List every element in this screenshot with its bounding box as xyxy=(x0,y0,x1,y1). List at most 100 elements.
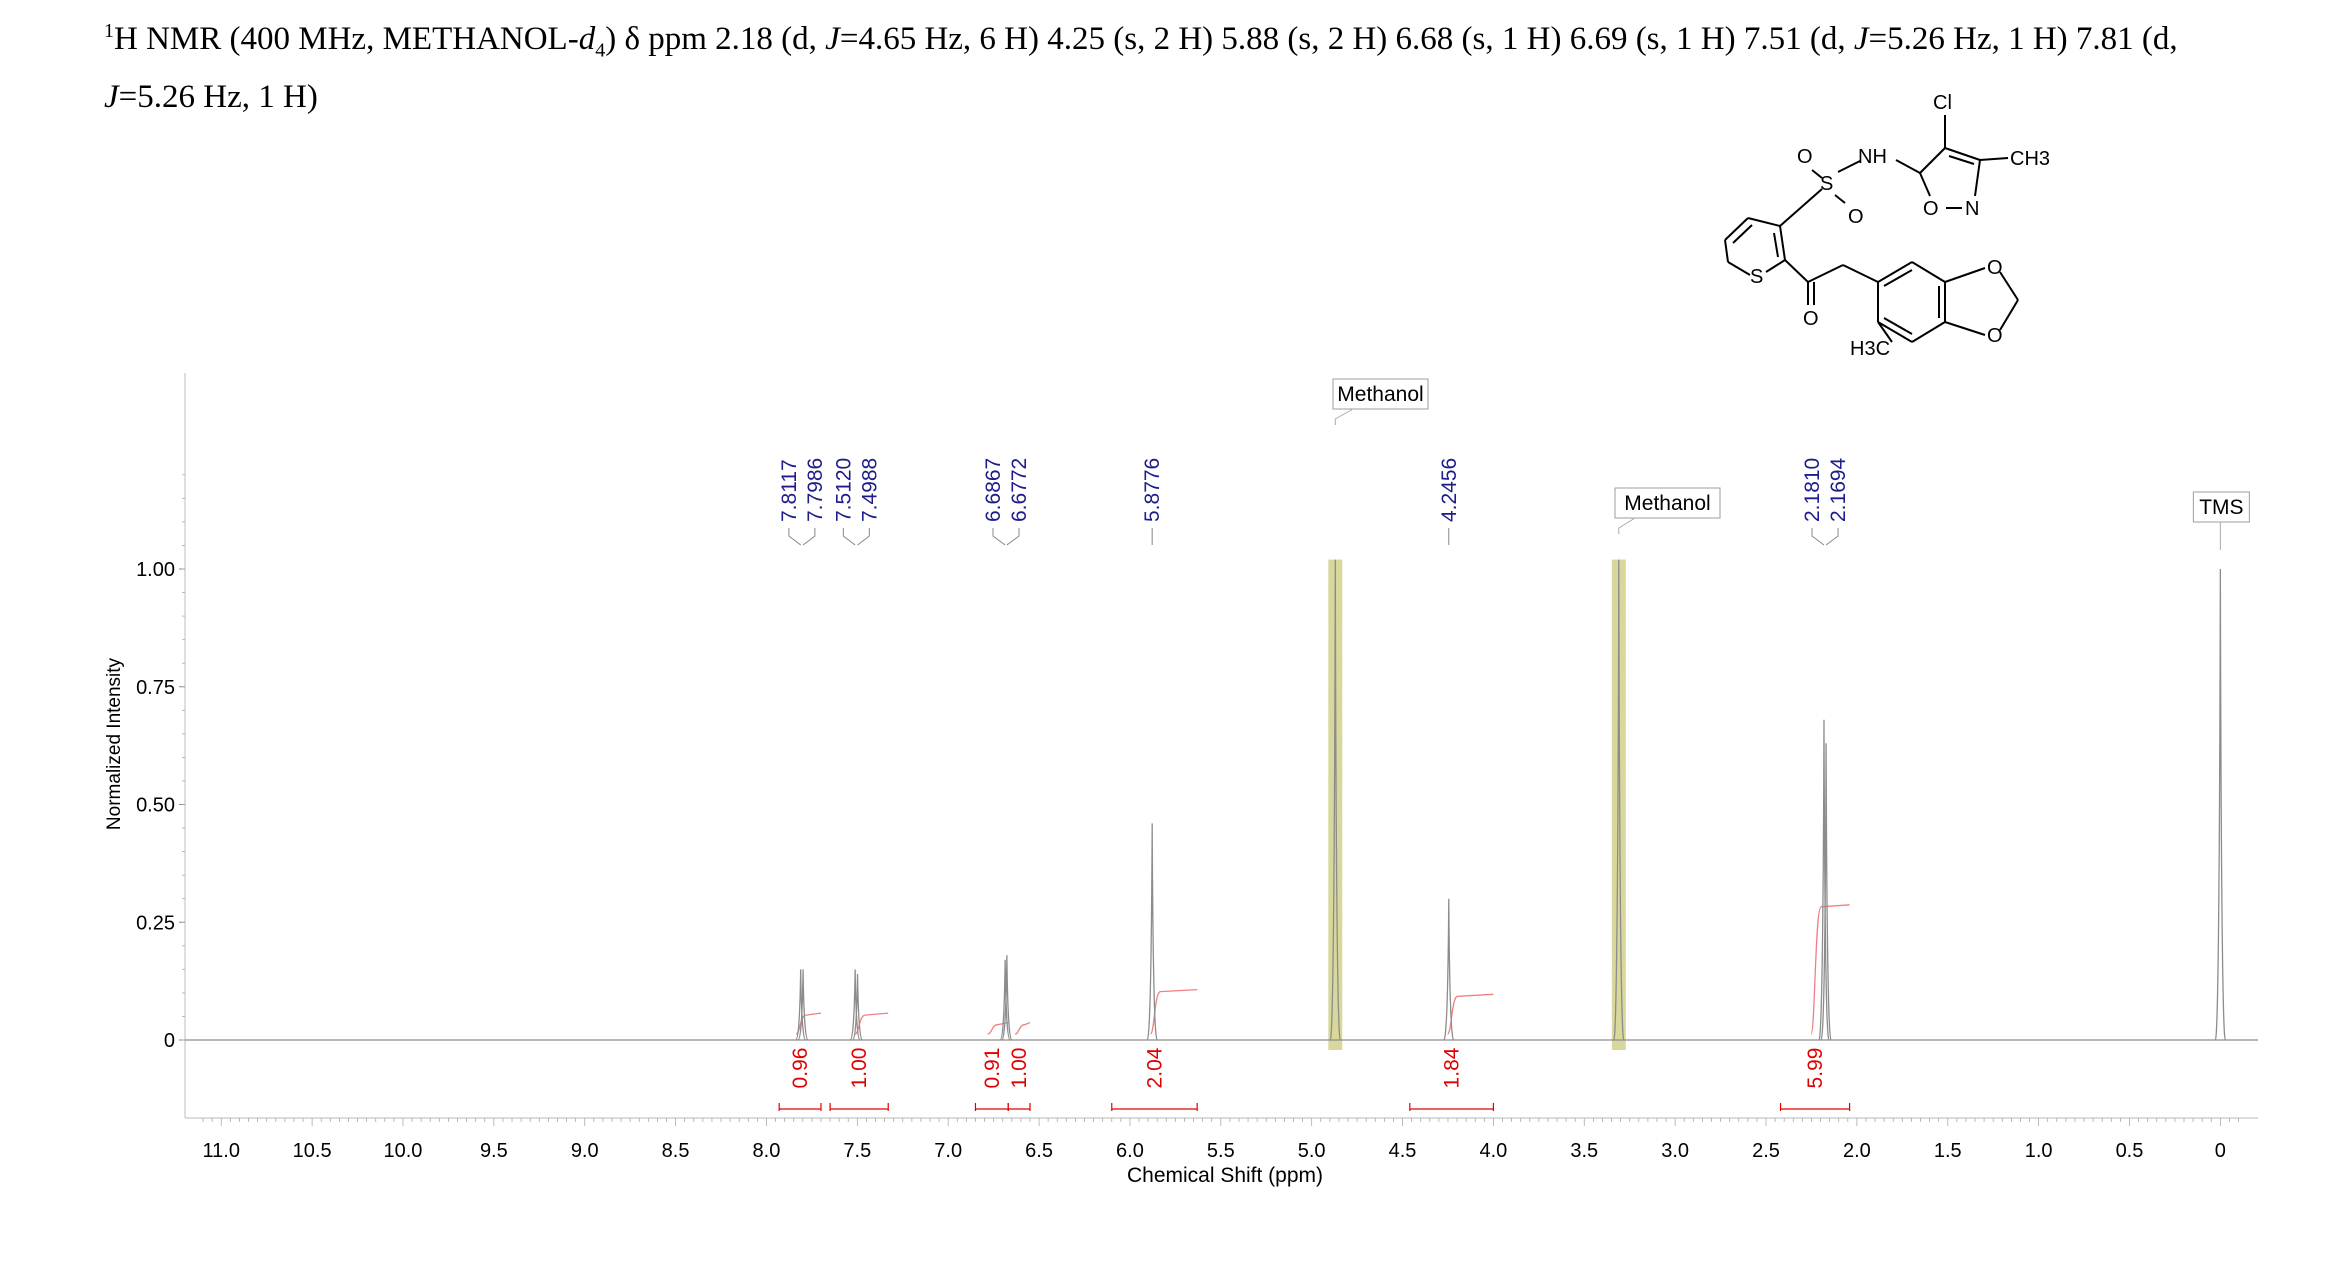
atom-o-sulfonyl-2: O xyxy=(1848,206,1864,228)
chemical-structure-labels: Cl NH CH3 O S O O N S O O O H3C xyxy=(1750,92,2050,360)
nmr-header-part-a: H NMR (400 MHz, METHANOL- xyxy=(114,21,579,57)
integral-value: 1.00 xyxy=(1008,1048,1031,1089)
peak-shift-label: 6.6772 xyxy=(1008,458,1031,522)
nmr-deuterium-sub: 4 xyxy=(595,39,606,62)
x-tick-label: 11.0 xyxy=(203,1140,240,1162)
x-tick-label: 9.0 xyxy=(571,1140,599,1162)
solvent-callout-box xyxy=(1332,378,1429,410)
spectrum-peak xyxy=(1613,559,1625,1041)
atom-o-dioxole-1: O xyxy=(1987,257,2003,279)
axes xyxy=(184,373,2258,1119)
peak-label-leader xyxy=(842,528,856,546)
y-tick-label: 0.75 xyxy=(136,677,175,699)
x-tick-label: 9.5 xyxy=(480,1140,508,1162)
y-tick-label: 1.00 xyxy=(136,559,175,581)
x-tick-label: 1.5 xyxy=(1934,1140,1962,1162)
peak-shift-label: 2.1810 xyxy=(1801,458,1824,522)
atom-ch3: CH3 xyxy=(2010,148,2050,170)
nmr-header-part-e: =5.26 Hz, 1 H) xyxy=(118,78,318,115)
atom-h3c: H3C xyxy=(1850,338,1890,360)
x-axis-label: Chemical Shift (ppm) xyxy=(1127,1164,1323,1187)
peak-labels: 7.8117 7.7986 7.5120 7.4988 6.6867 6.6772 5.87… xyxy=(778,457,1850,546)
peak-shift-label: 4.2456 xyxy=(1438,458,1461,522)
x-tick-label: 6.5 xyxy=(1025,1140,1053,1162)
peak-shift-label: 7.5120 xyxy=(832,458,855,522)
solvent-callout-label: Methanol xyxy=(1624,492,1710,515)
spectrum-peak xyxy=(1146,823,1158,1041)
integrals: 0.96 1.00 0.91 1.00 2.04 1.84 5.99 xyxy=(778,904,1851,1111)
integral-value: 0.91 xyxy=(981,1048,1004,1089)
peak-shift-label: 7.4988 xyxy=(858,458,881,522)
x-tick-label: 1.0 xyxy=(2025,1140,2053,1162)
peak-label-leader xyxy=(992,528,1006,546)
nmr-header-part-c: =4.65 Hz, 6 H) 4.25 (s, 2 H) 5.88 (s, 2 … xyxy=(839,21,1854,57)
spectrum-peak xyxy=(999,959,1011,1041)
integral-value: 1.84 xyxy=(1441,1047,1464,1088)
integral-value: 1.00 xyxy=(848,1048,871,1089)
solvent-callout-box xyxy=(1614,487,1721,519)
x-tick-label: 2.0 xyxy=(1843,1140,1871,1162)
peak-label-leader xyxy=(802,528,816,546)
tms-callout-label: TMS xyxy=(2199,496,2243,519)
atom-s-thiophene: S xyxy=(1750,266,1763,288)
solvent-callout-leader xyxy=(1334,408,1354,425)
y-tick-label: 0.50 xyxy=(136,795,175,817)
spectrum-peak xyxy=(1001,955,1013,1041)
integral-curve xyxy=(1810,904,1850,1035)
tms-callout-box xyxy=(2192,491,2250,523)
spectrum-peak xyxy=(851,974,864,1041)
peak-label-leader xyxy=(788,528,801,546)
y-axis-label: Normalized Intensity xyxy=(104,657,125,830)
nmr-coupling-j-1: J xyxy=(825,21,840,57)
solvent-callouts: Methanol Methanol TMS xyxy=(1332,378,2250,550)
x-tick-label: 0 xyxy=(2215,1140,2226,1162)
x-ticks: 11.0 10.5 10.0 9.5 9.0 8.5 8.0 7.5 7.0 6.5 6.0 5.5 5… xyxy=(203,1118,2239,1162)
nmr-deuterium-d: d xyxy=(578,21,596,57)
x-tick-label: 7.5 xyxy=(843,1140,871,1162)
nmr-header-part-b: ) δ ppm 2.18 (d, xyxy=(605,21,826,57)
atom-nh: NH xyxy=(1858,146,1887,168)
nmr-coupling-j-3: J xyxy=(104,78,119,115)
nmr-header-text: 1H NMR (400 MHz, METHANOL-d4) δ ppm 2.18… xyxy=(104,8,2284,120)
atom-o-dioxole-2: O xyxy=(1987,325,2003,347)
spectrum-peak xyxy=(1818,719,1830,1041)
peak-label-leader xyxy=(1825,528,1839,546)
atom-o-ketone: O xyxy=(1803,308,1819,330)
x-tick-label: 5.5 xyxy=(1207,1140,1235,1162)
x-tick-label: 4.0 xyxy=(1479,1140,1507,1162)
spectrum-peak xyxy=(1329,559,1341,1041)
peak-shift-label: 2.1694 xyxy=(1827,457,1850,522)
atom-o-isoxazole: O xyxy=(1923,198,1939,220)
x-tick-label: 4.5 xyxy=(1389,1140,1417,1162)
chemical-structure xyxy=(1724,115,2019,343)
solvent-callout-leader xyxy=(1618,517,1636,534)
y-tick-label: 0.25 xyxy=(136,912,175,934)
integral-curve xyxy=(1149,988,1198,1035)
integral-value: 2.04 xyxy=(1143,1047,1166,1088)
atom-n-isoxazole: N xyxy=(1965,198,1979,220)
peak-shift-label: 7.8117 xyxy=(778,459,801,522)
spectrum-peak xyxy=(797,969,809,1041)
y-ticks: 0 0.25 0.50 0.75 1.00 xyxy=(136,474,185,1052)
x-tick-label: 0.5 xyxy=(2116,1140,2144,1162)
integral-value: 0.96 xyxy=(789,1048,812,1089)
nmr-header-part-d: =5.26 Hz, 1 H) 7.81 (d, xyxy=(1868,21,2178,57)
solvent-band-0 xyxy=(1328,559,1343,1050)
spectrum-peak xyxy=(795,969,807,1041)
spectrum-peak xyxy=(1820,743,1832,1041)
solvent-band-1 xyxy=(1611,559,1626,1050)
atom-o-sulfonyl-1: O xyxy=(1797,146,1813,168)
x-tick-label: 3.5 xyxy=(1570,1140,1598,1162)
peak-shift-label: 5.8776 xyxy=(1141,458,1164,522)
x-tick-label: 8.5 xyxy=(662,1140,690,1162)
peak-shift-label: 7.7986 xyxy=(804,458,827,522)
integral-curve xyxy=(854,1012,889,1035)
x-tick-label: 10.5 xyxy=(293,1140,332,1162)
integral-curve xyxy=(1446,993,1494,1035)
integral-curve xyxy=(987,1021,1009,1035)
integral-curve xyxy=(1014,1021,1031,1035)
nmr-nucleus-superscript: 1 xyxy=(104,20,114,42)
spectrum-peak xyxy=(849,969,861,1041)
atom-cl: Cl xyxy=(1933,92,1952,114)
atom-s-sulfonyl: S xyxy=(1820,173,1833,195)
